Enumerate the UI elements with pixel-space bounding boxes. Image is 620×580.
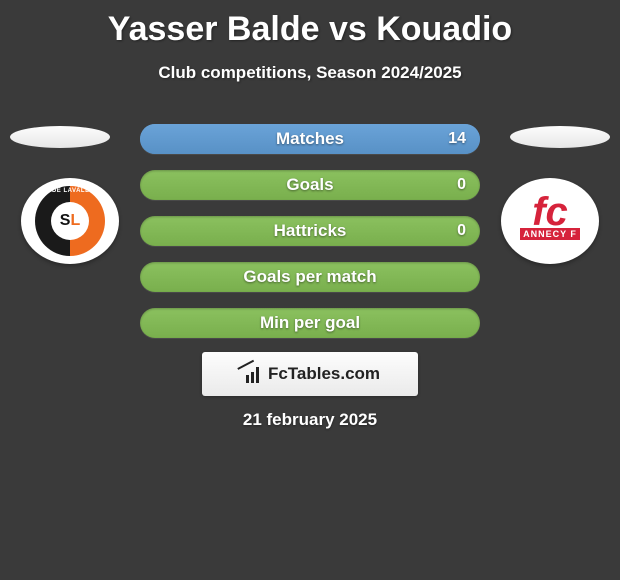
club-right-band: ANNECY F	[520, 228, 580, 240]
page-title: Yasser Balde vs Kouadio	[0, 0, 620, 49]
club-badge-right-inner: fc ANNECY F	[515, 200, 585, 242]
club-right-swoosh: fc	[515, 200, 585, 224]
fctables-icon	[240, 363, 262, 385]
date-label: 21 february 2025	[0, 410, 620, 430]
stat-bar-right-value: 0	[457, 222, 466, 240]
subtitle: Club competitions, Season 2024/2025	[0, 63, 620, 83]
player-disc-right	[510, 126, 610, 148]
club-badge-left: STADE LAVALLOIS SL	[21, 178, 119, 264]
footer-brand[interactable]: FcTables.com	[202, 352, 418, 396]
stat-bar: Hattricks 0	[140, 216, 480, 246]
stat-bar-label: Goals per match	[243, 267, 376, 287]
club-left-mono-l: L	[70, 212, 80, 230]
club-left-top-text: STADE LAVALLOIS	[35, 188, 105, 194]
club-badge-right: fc ANNECY F	[501, 178, 599, 264]
stat-bar-label: Matches	[276, 129, 344, 149]
footer-brand-text: FcTables.com	[268, 364, 380, 384]
stat-bar: Matches 14	[140, 124, 480, 154]
club-left-monogram: SL	[51, 202, 89, 240]
stat-bar-label: Goals	[286, 175, 333, 195]
stat-bar-label: Hattricks	[274, 221, 347, 241]
stat-bar: Goals per match	[140, 262, 480, 292]
stat-bar: Goals 0	[140, 170, 480, 200]
stat-bar-right-value: 14	[448, 130, 466, 148]
club-left-mono-s: S	[60, 212, 71, 230]
player-disc-left	[10, 126, 110, 148]
stat-bars: Matches 14 Goals 0 Hattricks 0 Goals per match…	[140, 124, 480, 354]
stat-bar-label: Min per goal	[260, 313, 360, 333]
stat-bar: Min per goal	[140, 308, 480, 338]
stat-bar-right-value: 0	[457, 176, 466, 194]
club-badge-left-inner: STADE LAVALLOIS SL	[35, 186, 105, 256]
